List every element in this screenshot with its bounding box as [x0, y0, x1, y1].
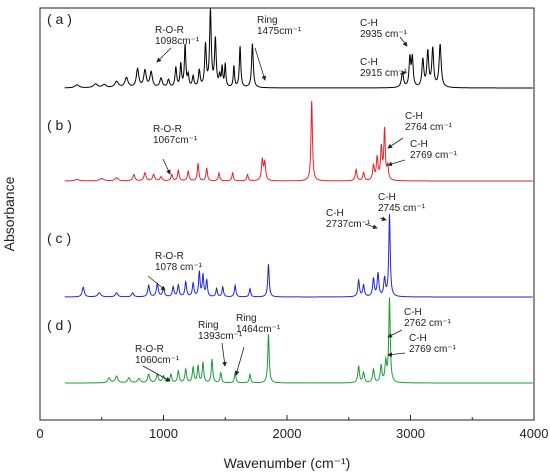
annotation-arrow: [399, 70, 407, 76]
spectrum-line-4: [64, 297, 533, 384]
x-tick-label: 2000: [273, 426, 302, 441]
x-axis-title: Wavenumber (cm⁻¹): [224, 455, 351, 471]
annotation-arrow: [387, 159, 406, 167]
annotation-arrow: [399, 36, 408, 47]
annotation-arrow: [387, 329, 403, 338]
annotation-text: R-O-R: [155, 25, 184, 36]
spectrum-line-2: [64, 100, 533, 182]
x-axis: 0 1000 2000 3000 4000: [36, 415, 548, 441]
annotation-text: Ring: [198, 320, 219, 331]
annotation-arrow: [162, 158, 171, 175]
annotation-text: C-H: [360, 57, 378, 68]
plot-frame: [39, 7, 535, 421]
annotation-arrow: [254, 47, 267, 81]
annotation-arrow: [147, 275, 166, 291]
panel-label-1: ( a ): [47, 11, 72, 27]
annotation-text: C-H: [326, 208, 344, 219]
annotation-text: 1078 cm⁻¹: [155, 262, 203, 273]
panel-label-3: ( c ): [47, 230, 71, 246]
annotation-text: C-H: [405, 111, 423, 122]
annotation-text: Ring: [236, 313, 257, 324]
x-tick-label: 1000: [149, 426, 178, 441]
annotation-text: 1464cm⁻¹: [236, 324, 281, 335]
annotation-text: 2935 cm⁻¹: [360, 29, 408, 40]
x-tick-label: 3000: [396, 426, 425, 441]
annotation-text: 2737cm⁻¹: [326, 219, 371, 230]
annotation-text: 2769 cm⁻¹: [410, 150, 458, 161]
annotation-text: 1098cm⁻¹: [155, 36, 200, 47]
spectrum-line-1: [64, 8, 533, 89]
annotation-text: C-H: [404, 307, 422, 318]
annotation-text: C-H: [378, 192, 396, 203]
x-tick-label: 0: [36, 426, 43, 441]
series-layer: [64, 8, 533, 384]
annotation-text: 1060cm⁻¹: [135, 355, 180, 366]
annotation-text: Ring: [257, 15, 278, 26]
annotation-text: R-O-R: [153, 124, 182, 135]
x-tick-label: 4000: [520, 426, 549, 441]
annotation-text: 1393cm⁻¹: [198, 331, 243, 342]
spectrum-line-3: [64, 214, 533, 298]
annotation-arrow: [379, 216, 387, 222]
annotation-arrow: [221, 342, 227, 367]
annotation-text: R-O-R: [135, 344, 164, 355]
annotation-arrow: [142, 365, 171, 382]
y-axis-title: Absorbance: [1, 176, 17, 251]
annotation-text: R-O-R: [155, 251, 184, 262]
annotation-text: C-H: [409, 333, 427, 344]
annotation-arrow: [387, 137, 404, 149]
annotation-text: 2769 cm⁻¹: [409, 344, 457, 355]
annotation-text: 2762 cm⁻¹: [404, 318, 452, 329]
annotation-text: C-H: [410, 139, 428, 150]
panel-label-4: ( d ): [47, 317, 72, 333]
annotation-arrow: [234, 346, 245, 376]
annotation-text: 2764 cm⁻¹: [405, 122, 453, 133]
annotation-text: 1067cm⁻¹: [153, 135, 198, 146]
annotation-text: 2915 cm⁻¹: [360, 68, 408, 79]
panel-label-2: ( b ): [47, 117, 72, 133]
annotation-arrow: [364, 223, 378, 230]
annotation-text: 2745 cm⁻¹: [378, 203, 426, 214]
annotation-arrow: [156, 47, 172, 63]
annotation-arrow: [387, 352, 406, 357]
annotation-text: 1475cm⁻¹: [257, 26, 302, 37]
annotation-text: C-H: [360, 18, 378, 29]
